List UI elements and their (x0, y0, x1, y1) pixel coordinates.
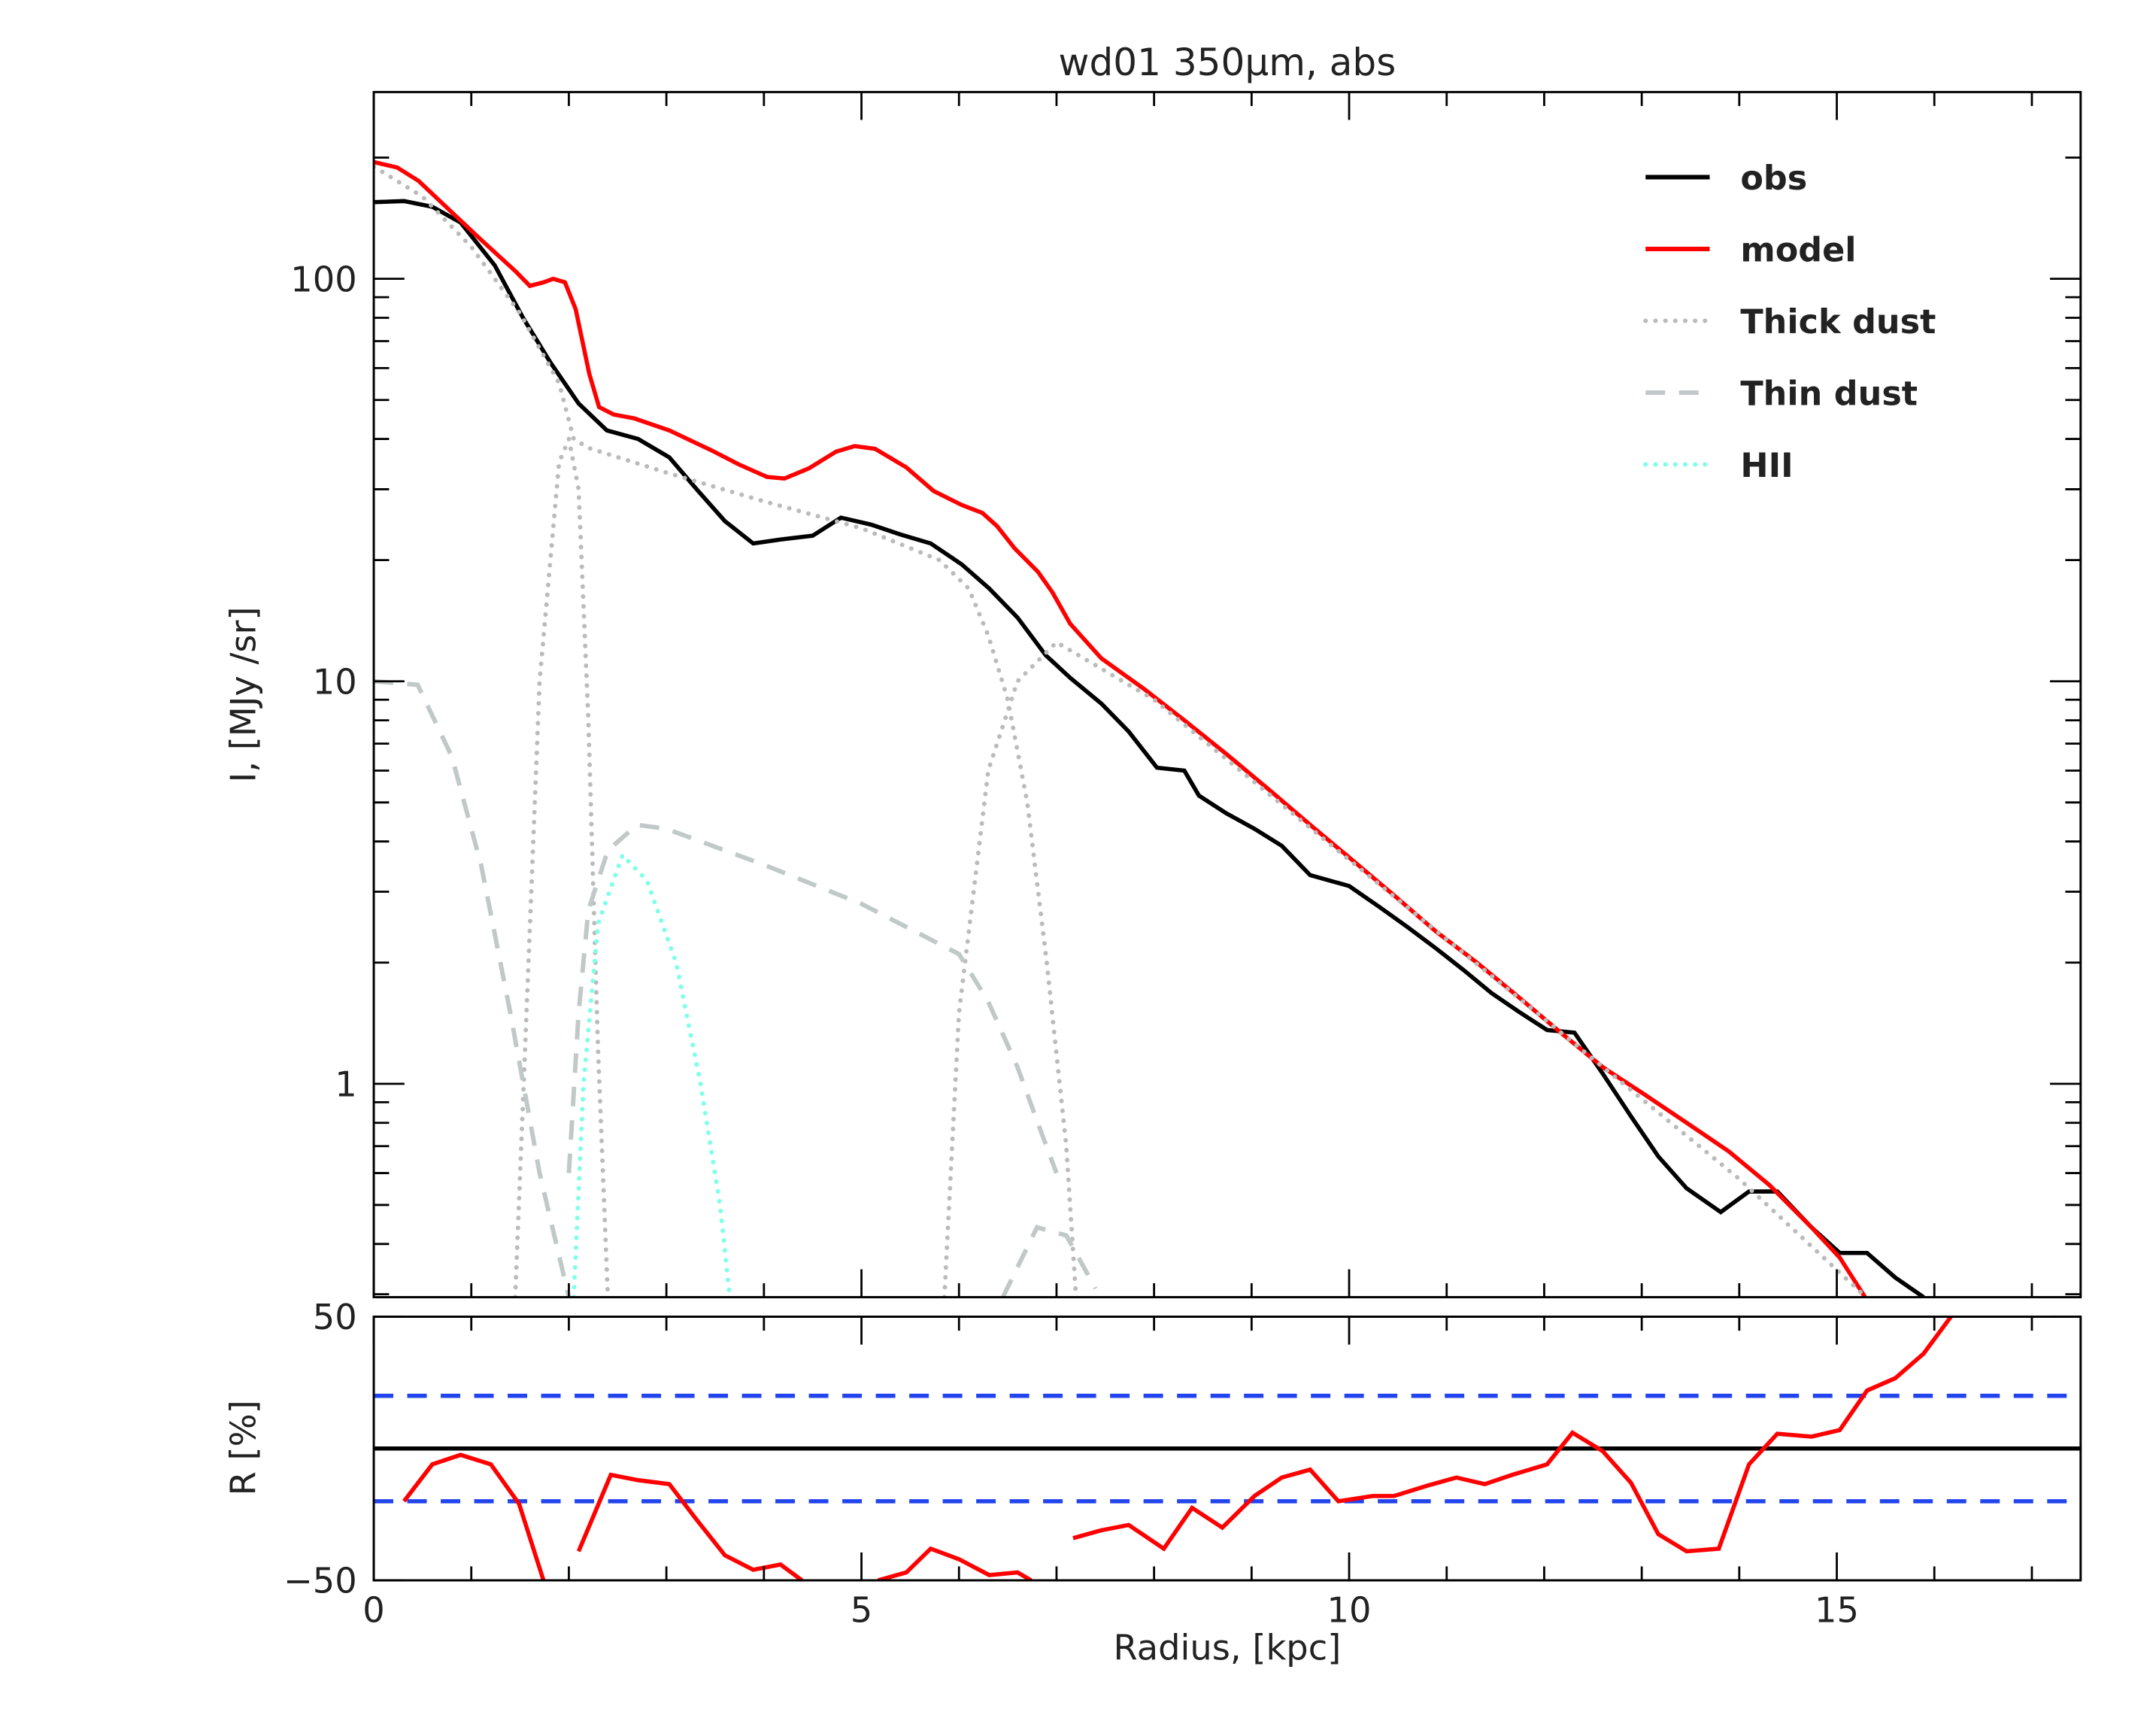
y-axis-label: I, [MJy /sr] (223, 607, 263, 783)
data-line (374, 199, 1925, 1298)
plot-frame (372, 90, 2082, 1299)
legend-label: Thick dust (1740, 303, 1936, 341)
y-tick-label: 50 (313, 1297, 357, 1337)
data-line (374, 678, 1098, 1298)
plot-frame (372, 1316, 2082, 1582)
x-tick-label: 5 (851, 1590, 873, 1631)
y-tick-label: 100 (290, 259, 356, 299)
y-tick-label: 1 (335, 1064, 356, 1105)
data-line (374, 164, 1869, 1298)
data-line (374, 159, 1867, 1298)
data-line (571, 851, 732, 1298)
plot-area (374, 159, 1925, 1298)
x-tick-label: 15 (1815, 1590, 1859, 1631)
legend-label: Thin dust (1740, 375, 1918, 414)
y-tick-label: −50 (284, 1561, 357, 1601)
plot-area (374, 1316, 2081, 1580)
y-tick-label: 10 (313, 661, 357, 702)
y-axis-label: R [%] (223, 1400, 263, 1495)
chart-title: wd01 350μm, abs (1059, 41, 1396, 84)
x-tick-label: 10 (1327, 1590, 1372, 1631)
x-tick-label: 0 (362, 1590, 385, 1631)
legend-label: model (1740, 232, 1856, 270)
x-axis-label: Radius, [kpc] (1114, 1628, 1342, 1668)
legend-label: obs (1740, 159, 1807, 198)
legend-label: HII (1740, 447, 1793, 485)
data-line (402, 1316, 1953, 1580)
